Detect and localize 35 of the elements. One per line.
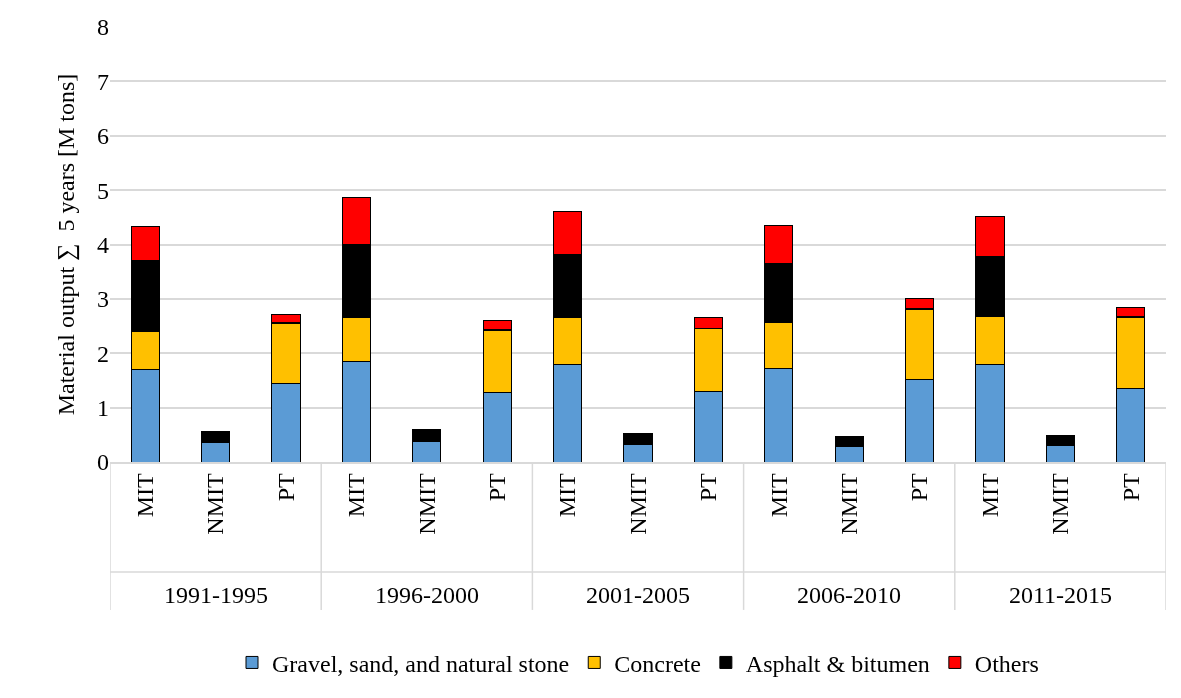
legend-label: Concrete <box>614 650 701 677</box>
x-tick-label: PT <box>695 473 722 502</box>
x-tick-label: NMIT <box>413 473 440 535</box>
x-tick-label: MIT <box>343 473 370 518</box>
y-tick-label: 3 <box>97 286 109 313</box>
y-tick-label: 2 <box>97 340 109 367</box>
x-tick-label: NMIT <box>1047 473 1074 535</box>
x-tick-label: PT <box>272 473 299 502</box>
x-tick-label: MIT <box>132 473 158 518</box>
x-tick-label: MIT <box>976 473 1003 518</box>
legend-label: Others <box>974 650 1039 677</box>
y-tick-label: 8 <box>97 14 109 41</box>
legend-label: Asphalt & bitumen <box>745 650 930 677</box>
x-tick-label: PT <box>906 473 933 502</box>
text: 2006-2010 <box>797 582 901 608</box>
y-tick-label: 7 <box>97 68 109 95</box>
x-tick-label: PT <box>1117 473 1144 502</box>
x-tick-label: NMIT <box>202 473 229 535</box>
text: 2011-2015 <box>1009 582 1113 608</box>
y-tick-label: 6 <box>97 123 109 150</box>
text: 1996-2000 <box>375 582 479 608</box>
y-tick-label: 5 <box>97 177 109 204</box>
y-tick-label: 4 <box>97 231 109 258</box>
y-tick-label: 0 <box>97 449 109 476</box>
legend-label: Gravel, sand, and natural stone <box>272 650 570 677</box>
y-tick-label: 1 <box>97 395 109 422</box>
x-tick-label: MIT <box>554 473 581 518</box>
text: 1991-1995 <box>164 582 268 608</box>
text: 2001-2005 <box>586 582 690 608</box>
x-tick-label: PT <box>484 473 510 502</box>
y-axis-title: Material output ∑ 5 years [M tons] <box>53 73 81 416</box>
x-tick-label: NMIT <box>624 473 651 535</box>
x-tick-label: MIT <box>765 473 792 518</box>
bar <box>1116 306 1146 318</box>
x-tick-label: NMIT <box>836 473 862 535</box>
